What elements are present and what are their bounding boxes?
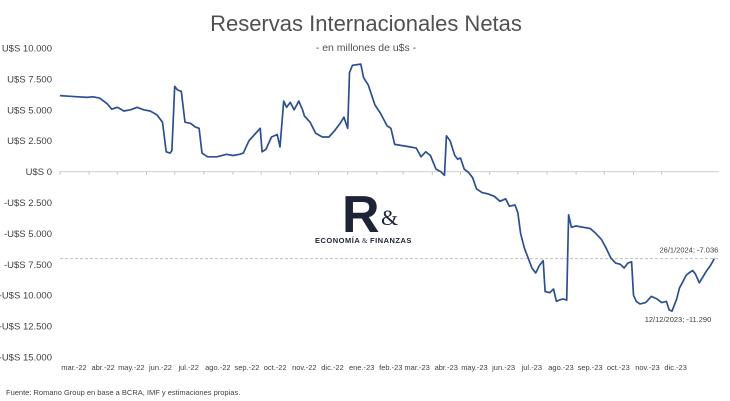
source-note: Fuente: Romano Group en base a BCRA, IMF… bbox=[6, 388, 240, 397]
x-tick-label: oct.-22 bbox=[264, 363, 287, 372]
logo-brand-left: ECONOMÍA bbox=[315, 236, 360, 245]
x-tick-label: abr.-22 bbox=[91, 363, 114, 372]
y-tick-label: -U$S 15.000 bbox=[0, 353, 52, 364]
y-tick-label: -U$S 10.000 bbox=[0, 291, 52, 302]
y-tick-label: -U$S 12.500 bbox=[0, 322, 52, 333]
logo-ampersand: & bbox=[381, 205, 398, 230]
x-tick-label: may.-22 bbox=[118, 363, 145, 372]
y-tick-label: -U$S 5.000 bbox=[4, 229, 52, 240]
y-tick-label: U$S 7.500 bbox=[7, 74, 52, 85]
x-tick-label: sep.-23 bbox=[578, 363, 603, 372]
x-tick-label: nov.-23 bbox=[635, 363, 659, 372]
annotation-minimum: 12/12/2023; -11.290 bbox=[645, 315, 712, 324]
chart-title: Reservas Internacionales Netas bbox=[210, 11, 522, 36]
annotation-last-value: 26/1/2024; -7.036 bbox=[659, 246, 718, 255]
x-tick-label: jul.-23 bbox=[521, 363, 542, 372]
x-tick-label: jun.-23 bbox=[491, 363, 515, 372]
logo-brand-amp: & bbox=[362, 237, 368, 245]
y-tick-label: U$S 2.500 bbox=[7, 136, 52, 147]
y-tick-label: -U$S 7.500 bbox=[4, 260, 52, 271]
logo: R & ECONOMÍA & FINANZAS bbox=[315, 186, 412, 245]
logo-letter: R bbox=[342, 186, 380, 244]
y-tick-label: U$S 0 bbox=[26, 167, 52, 178]
x-tick-label: mar.-22 bbox=[61, 363, 86, 372]
x-tick-label: feb.-23 bbox=[379, 363, 402, 372]
x-tick-label: jun.-22 bbox=[148, 363, 172, 372]
x-tick-label: nov.-22 bbox=[292, 363, 316, 372]
x-tick-label: ago.-23 bbox=[548, 363, 573, 372]
x-tick-label: ago.-22 bbox=[205, 363, 230, 372]
x-tick-label: sep.-22 bbox=[234, 363, 259, 372]
x-tick-label: dic.-23 bbox=[664, 363, 687, 372]
y-tick-label: U$S 10.000 bbox=[2, 44, 52, 55]
x-tick-label: mar.-23 bbox=[404, 363, 429, 372]
chart-subtitle: - en millones de u$s - bbox=[316, 42, 417, 54]
x-tick-label: may.-23 bbox=[461, 363, 488, 372]
logo-brand-right: FINANZAS bbox=[370, 236, 412, 245]
x-tick-label: abr.-23 bbox=[435, 363, 458, 372]
x-tick-label: oct.-23 bbox=[607, 363, 630, 372]
series-line bbox=[59, 63, 716, 312]
y-tick-label: U$S 5.000 bbox=[7, 105, 52, 116]
x-tick-label: jul.-22 bbox=[177, 363, 198, 372]
y-tick-label: -U$S 2.500 bbox=[4, 198, 52, 209]
x-tick-label: dic.-22 bbox=[321, 363, 344, 372]
x-tick-label: ene.-23 bbox=[349, 363, 374, 372]
y-axis: U$S 10.000 U$S 7.500 U$S 5.000 U$S 2.500 U$S… bbox=[0, 44, 52, 364]
